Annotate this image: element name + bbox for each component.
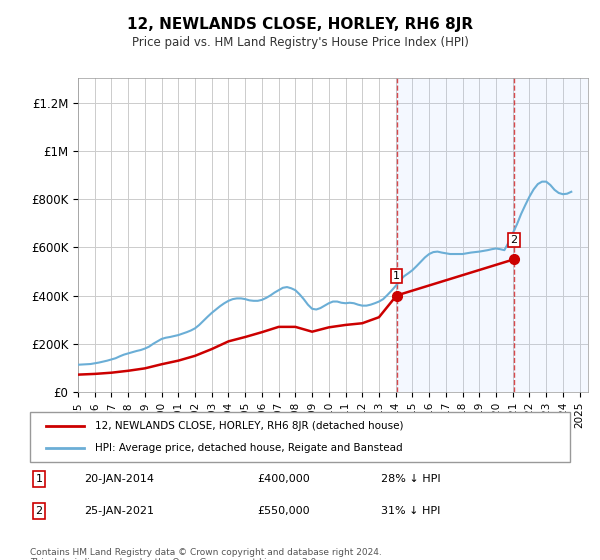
Bar <box>396 78 513 392</box>
Bar <box>513 78 588 392</box>
Text: 12, NEWLANDS CLOSE, HORLEY, RH6 8JR: 12, NEWLANDS CLOSE, HORLEY, RH6 8JR <box>127 17 473 32</box>
Text: 25-JAN-2021: 25-JAN-2021 <box>84 506 154 516</box>
Text: 1: 1 <box>35 474 43 484</box>
Text: Contains HM Land Registry data © Crown copyright and database right 2024.
This d: Contains HM Land Registry data © Crown c… <box>30 548 382 560</box>
Text: £550,000: £550,000 <box>257 506 310 516</box>
FancyBboxPatch shape <box>30 412 570 462</box>
Text: HPI: Average price, detached house, Reigate and Banstead: HPI: Average price, detached house, Reig… <box>95 443 403 453</box>
Text: 31% ↓ HPI: 31% ↓ HPI <box>381 506 440 516</box>
Text: 2: 2 <box>511 235 517 245</box>
Text: Price paid vs. HM Land Registry's House Price Index (HPI): Price paid vs. HM Land Registry's House … <box>131 36 469 49</box>
Text: 28% ↓ HPI: 28% ↓ HPI <box>381 474 440 484</box>
Text: 20-JAN-2014: 20-JAN-2014 <box>84 474 154 484</box>
Text: £400,000: £400,000 <box>257 474 310 484</box>
Text: 2: 2 <box>35 506 43 516</box>
Text: 12, NEWLANDS CLOSE, HORLEY, RH6 8JR (detached house): 12, NEWLANDS CLOSE, HORLEY, RH6 8JR (det… <box>95 421 403 431</box>
Text: 1: 1 <box>393 271 400 281</box>
